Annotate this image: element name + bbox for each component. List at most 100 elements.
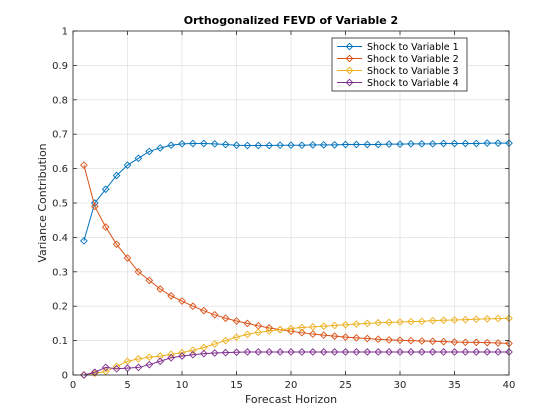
- y-tick-label: 0.8: [52, 95, 68, 106]
- data-point: [396, 336, 404, 345]
- data-point: [494, 339, 502, 347]
- data-point: [178, 352, 186, 360]
- data-point: [374, 318, 383, 327]
- data-point: [254, 141, 263, 150]
- data-point: [112, 362, 121, 371]
- data-point: [298, 328, 306, 337]
- data-point: [112, 364, 121, 373]
- data-point: [265, 348, 274, 356]
- data-point: [167, 353, 175, 362]
- series-line: [83, 142, 509, 241]
- y-tick-label: 0: [62, 371, 68, 382]
- data-point: [352, 320, 361, 328]
- data-point: [363, 334, 372, 343]
- data-point: [461, 315, 470, 324]
- data-point: [232, 141, 241, 150]
- data-point: [112, 171, 121, 180]
- series-3: [80, 314, 513, 379]
- data-point: [80, 161, 88, 169]
- data-point: [178, 297, 186, 305]
- legend-marker: [345, 66, 354, 75]
- data-point: [145, 360, 154, 369]
- data-point: [156, 285, 165, 293]
- data-point: [134, 363, 143, 372]
- data-point: [80, 371, 88, 379]
- data-point: [308, 323, 317, 331]
- data-point: [363, 319, 372, 328]
- data-point: [319, 141, 328, 149]
- data-point: [221, 336, 230, 345]
- data-point: [189, 346, 197, 355]
- x-tick-label: 30: [394, 380, 407, 391]
- data-point: [341, 320, 350, 329]
- x-tick-label: 10: [176, 380, 189, 391]
- y-tick-label: 0.7: [52, 130, 68, 141]
- data-point: [319, 348, 328, 356]
- data-point: [101, 223, 110, 231]
- data-point: [428, 139, 437, 148]
- data-point: [428, 337, 437, 346]
- data-point: [156, 144, 165, 152]
- data-point: [319, 331, 328, 339]
- data-point: [145, 147, 154, 156]
- series-line: [83, 351, 509, 376]
- data-point: [483, 348, 492, 356]
- data-point: [417, 139, 426, 148]
- data-point: [189, 350, 197, 359]
- data-point: [308, 348, 317, 356]
- data-point: [483, 338, 492, 347]
- legend-marker: [345, 54, 354, 63]
- data-point: [461, 338, 470, 347]
- data-point: [276, 348, 284, 356]
- data-point: [178, 139, 186, 148]
- data-point: [385, 348, 393, 356]
- data-point: [450, 338, 459, 346]
- data-point: [417, 348, 426, 356]
- y-tick-label: 0.6: [52, 164, 68, 175]
- data-point: [167, 292, 175, 300]
- legend-item: Shock to Variable 1: [337, 42, 459, 53]
- data-point: [352, 334, 361, 342]
- data-point: [308, 330, 317, 338]
- series-line: [83, 317, 510, 376]
- legend-label: Shock to Variable 2: [367, 54, 459, 65]
- data-point: [330, 348, 339, 356]
- data-point: [90, 202, 99, 211]
- data-point: [396, 318, 404, 326]
- data-point: [330, 321, 339, 330]
- data-point: [428, 348, 437, 356]
- legend-label: Shock to Variable 1: [367, 42, 459, 53]
- data-point: [483, 315, 492, 323]
- x-axis-label: Forecast Horizon: [245, 393, 337, 406]
- data-point: [494, 348, 502, 356]
- data-point: [287, 141, 295, 150]
- data-point: [112, 240, 121, 249]
- y-tick-label: 0.9: [52, 61, 68, 72]
- y-tick-label: 0.1: [52, 336, 68, 347]
- series-layer: [80, 139, 513, 379]
- data-point: [210, 340, 219, 348]
- data-point: [189, 139, 197, 148]
- data-point: [276, 325, 284, 334]
- data-point: [461, 139, 470, 148]
- data-point: [210, 349, 219, 357]
- legend-marker: [345, 42, 354, 51]
- data-point: [439, 316, 448, 325]
- data-point: [210, 310, 219, 319]
- data-point: [199, 139, 208, 148]
- data-point: [243, 319, 252, 328]
- data-point: [472, 338, 481, 347]
- data-point: [385, 336, 393, 344]
- data-point: [407, 336, 415, 345]
- data-point: [221, 348, 230, 357]
- legend-item: Shock to Variable 3: [337, 66, 459, 77]
- data-point: [90, 369, 99, 378]
- axis-ticks: 0 5 10 15 20 25 30 35 40 0 0.1 0.2 0.3 0.4 0.5 0.6 0.7 0.…: [52, 27, 515, 392]
- series-1: [80, 139, 513, 245]
- y-tick-label: 0.5: [52, 199, 68, 210]
- data-point: [199, 349, 208, 358]
- data-point: [287, 348, 295, 356]
- x-tick-label: 25: [339, 380, 352, 391]
